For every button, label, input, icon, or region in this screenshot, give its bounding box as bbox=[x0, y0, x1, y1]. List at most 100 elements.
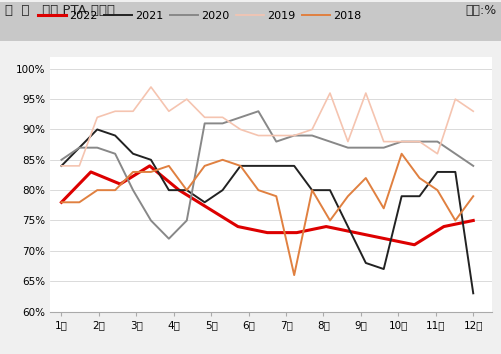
2021 bbox=[362, 261, 368, 265]
2022 bbox=[58, 200, 64, 204]
2018 bbox=[237, 164, 243, 168]
2019 bbox=[112, 109, 118, 113]
Legend: 2022, 2021, 2020, 2019, 2018: 2022, 2021, 2020, 2019, 2018 bbox=[34, 6, 365, 25]
2021 bbox=[398, 194, 404, 198]
Line: 2019: 2019 bbox=[61, 87, 472, 166]
2018 bbox=[326, 218, 332, 223]
2022 bbox=[411, 242, 417, 247]
2020 bbox=[130, 188, 136, 192]
2019 bbox=[219, 115, 225, 119]
2019 bbox=[398, 139, 404, 144]
2018 bbox=[291, 273, 297, 277]
2021 bbox=[255, 164, 261, 168]
2018 bbox=[433, 188, 439, 192]
2022 bbox=[205, 206, 211, 211]
2019 bbox=[130, 109, 136, 113]
2018 bbox=[148, 170, 154, 174]
2019 bbox=[201, 115, 207, 119]
2021 bbox=[469, 291, 475, 296]
2021 bbox=[219, 188, 225, 192]
2022 bbox=[293, 230, 299, 235]
2018 bbox=[344, 194, 350, 198]
2020 bbox=[273, 139, 279, 144]
2020 bbox=[112, 152, 118, 156]
Line: 2020: 2020 bbox=[61, 111, 472, 239]
2021 bbox=[130, 152, 136, 156]
2021 bbox=[148, 158, 154, 162]
2018 bbox=[183, 188, 189, 192]
2019 bbox=[183, 97, 189, 101]
2018 bbox=[273, 194, 279, 198]
2022 bbox=[146, 164, 152, 168]
2019 bbox=[451, 97, 457, 101]
2018 bbox=[112, 188, 118, 192]
2022 bbox=[352, 230, 358, 235]
2019 bbox=[255, 133, 261, 138]
2021 bbox=[165, 188, 171, 192]
2021 bbox=[58, 164, 64, 168]
2020 bbox=[183, 218, 189, 223]
Text: 单位:%: 单位:% bbox=[465, 4, 496, 17]
2021 bbox=[273, 164, 279, 168]
2020 bbox=[362, 145, 368, 150]
2019 bbox=[237, 127, 243, 132]
2018 bbox=[362, 176, 368, 180]
2020 bbox=[165, 236, 171, 241]
2018 bbox=[380, 206, 386, 211]
2021 bbox=[416, 194, 422, 198]
2022 bbox=[381, 236, 387, 241]
2020 bbox=[58, 158, 64, 162]
2019 bbox=[165, 109, 171, 113]
2021 bbox=[326, 188, 332, 192]
2018 bbox=[451, 218, 457, 223]
2021 bbox=[309, 188, 315, 192]
2018 bbox=[76, 200, 82, 204]
2020 bbox=[433, 139, 439, 144]
2022 bbox=[234, 224, 240, 229]
2020 bbox=[291, 133, 297, 138]
2021 bbox=[344, 224, 350, 229]
2018 bbox=[219, 158, 225, 162]
2020 bbox=[255, 109, 261, 113]
Line: 2022: 2022 bbox=[61, 166, 472, 245]
2019 bbox=[344, 139, 350, 144]
2019 bbox=[416, 139, 422, 144]
2020 bbox=[76, 145, 82, 150]
2020 bbox=[219, 121, 225, 126]
2018 bbox=[165, 164, 171, 168]
2021 bbox=[94, 127, 100, 132]
2022 bbox=[117, 182, 123, 186]
2019 bbox=[326, 91, 332, 95]
Line: 2021: 2021 bbox=[61, 130, 472, 293]
2021 bbox=[76, 145, 82, 150]
2018 bbox=[255, 188, 261, 192]
2021 bbox=[112, 133, 118, 138]
2020 bbox=[398, 139, 404, 144]
2018 bbox=[469, 194, 475, 198]
2022 bbox=[264, 230, 270, 235]
2019 bbox=[148, 85, 154, 89]
2018 bbox=[309, 188, 315, 192]
2020 bbox=[451, 152, 457, 156]
2020 bbox=[309, 133, 315, 138]
2022 bbox=[323, 224, 329, 229]
2021 bbox=[433, 170, 439, 174]
2021 bbox=[201, 200, 207, 204]
2022 bbox=[88, 170, 94, 174]
Line: 2018: 2018 bbox=[61, 154, 472, 275]
2019 bbox=[309, 127, 315, 132]
2019 bbox=[58, 164, 64, 168]
2018 bbox=[201, 164, 207, 168]
2019 bbox=[94, 115, 100, 119]
2018 bbox=[94, 188, 100, 192]
2019 bbox=[76, 164, 82, 168]
2021 bbox=[451, 170, 457, 174]
2020 bbox=[237, 115, 243, 119]
2019 bbox=[433, 152, 439, 156]
2021 bbox=[380, 267, 386, 271]
2019 bbox=[291, 133, 297, 138]
2021 bbox=[291, 164, 297, 168]
2018 bbox=[398, 152, 404, 156]
2022 bbox=[440, 224, 446, 229]
2018 bbox=[58, 200, 64, 204]
